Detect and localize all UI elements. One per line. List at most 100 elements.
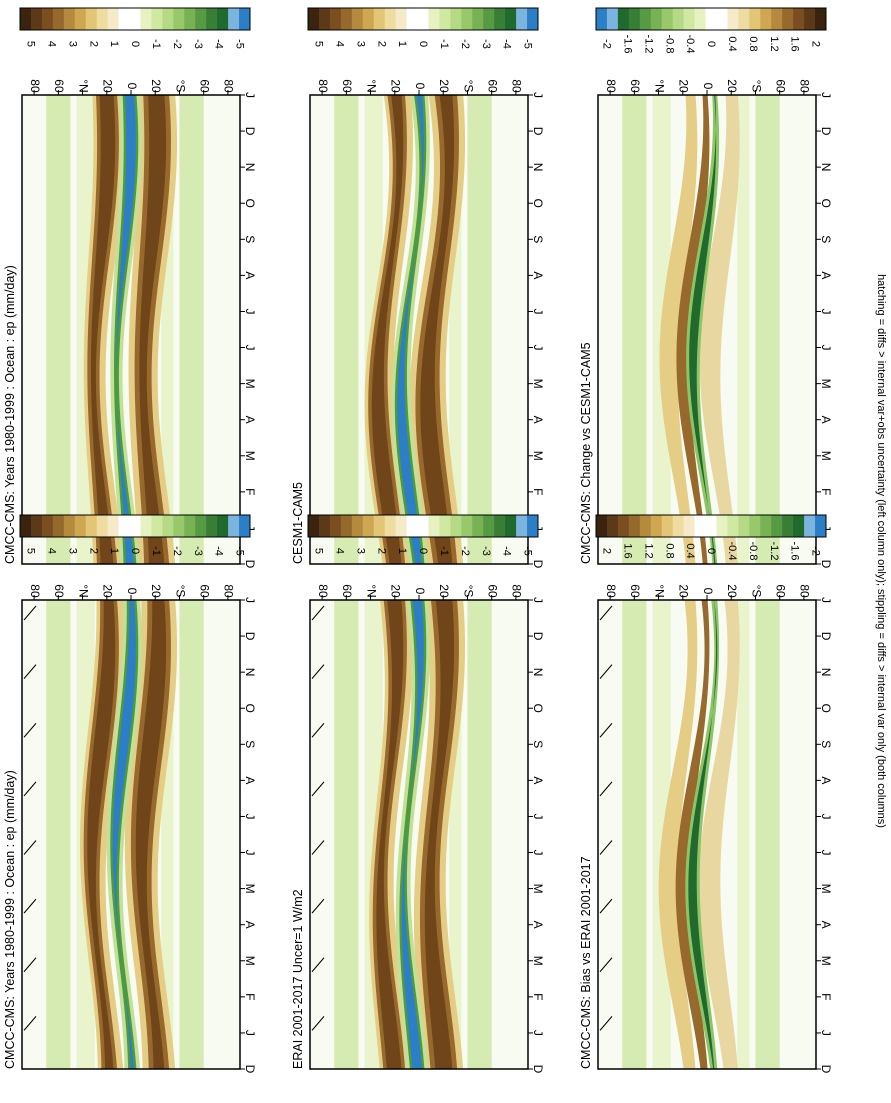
colorbar-swatch <box>41 515 54 537</box>
colorbar: -2 -1.6 -1.2 -0.8 -0.4 0 0.4 0.8 1.2 1.6 2 <box>595 7 827 54</box>
colorbar-swatch <box>505 8 517 30</box>
x-tick-label: F <box>819 488 833 495</box>
colorbar-swatch <box>228 8 240 30</box>
colorbar-label: 0.4 <box>684 543 696 558</box>
x-tick-label: J <box>531 813 545 819</box>
x-tick-label: A <box>531 271 545 279</box>
colorbar-label: 1 <box>108 41 120 47</box>
colorbar-swatch <box>41 8 54 30</box>
panel-title: CMCC-CMS: Years 1980-1999 : Ocean : ep (… <box>3 770 17 1069</box>
x-tick-label: J <box>531 1030 545 1036</box>
y-tick-label: °S <box>461 80 475 93</box>
colorbar-swatch <box>195 515 207 537</box>
x-tick-label: D <box>531 560 545 569</box>
x-tick-label: D <box>243 632 257 641</box>
y-tick-label: 60 <box>773 79 787 93</box>
x-tick-label: J <box>243 308 257 314</box>
x-tick-label: M <box>531 884 545 894</box>
colorbar-label: -0.8 <box>663 35 675 54</box>
colorbar-swatch <box>527 515 539 537</box>
colorbar-swatch <box>650 8 663 30</box>
colorbar-swatch <box>351 8 364 30</box>
colorbar-swatch <box>527 8 539 30</box>
background-band <box>737 600 750 1069</box>
colorbar-swatch <box>173 8 185 30</box>
x-tick-label: A <box>531 921 545 929</box>
colorbar-swatch <box>494 8 506 30</box>
colorbar-label: -2 <box>171 39 183 49</box>
colorbar-swatch <box>340 515 353 537</box>
x-tick-label: M <box>243 884 257 894</box>
colorbar-swatch <box>63 8 76 30</box>
y-tick-label: °N <box>652 79 666 92</box>
y-tick-label: 0 <box>701 588 715 595</box>
dry-band-south <box>135 600 167 1069</box>
colorbar-label: -1 <box>150 39 162 49</box>
colorbar-swatch <box>85 8 98 30</box>
x-tick-label: A <box>243 271 257 279</box>
colorbar-label: -5 <box>522 39 534 49</box>
colorbar-swatch <box>52 515 65 537</box>
y-tick-label: 20 <box>437 584 451 598</box>
colorbar-swatch <box>596 8 608 30</box>
y-tick-label: °N <box>76 79 90 92</box>
colorbar-swatch <box>705 8 717 30</box>
x-tick-label: F <box>819 993 833 1000</box>
x-tick-label: S <box>243 235 257 243</box>
colorbar-swatch <box>20 8 32 30</box>
colorbar-label: 4 <box>45 41 57 47</box>
colorbar-swatch <box>815 515 827 537</box>
colorbar-label: -1.6 <box>789 542 801 561</box>
colorbar-swatch <box>129 515 141 537</box>
colorbar-frame <box>19 514 251 538</box>
x-tick-label: J <box>243 1030 257 1036</box>
colorbar-label: 2 <box>87 548 99 554</box>
x-tick-label: J <box>531 92 545 98</box>
x-tick-label: M <box>819 884 833 894</box>
x-tick-label: S <box>531 235 545 243</box>
colorbar-swatch <box>639 515 652 537</box>
y-tick-label: 20 <box>389 584 403 598</box>
x-tick-label: N <box>531 163 545 172</box>
dry-band-north <box>90 95 116 564</box>
colorbar-label: -4 <box>213 39 225 49</box>
colorbar-swatch <box>140 8 152 30</box>
colorbar-swatch <box>617 8 630 30</box>
colorbar-swatch <box>30 515 43 537</box>
hatch-mark <box>311 722 325 738</box>
hatch-mark <box>311 1016 325 1031</box>
background-band <box>179 95 204 564</box>
y-tick-label: 80 <box>798 79 812 93</box>
x-tick-label: S <box>819 235 833 243</box>
chart-panel: D J F M A M J J A S O N D J 80 60 °N 20 0 20 °S 60 80 CMCC-CMS:… <box>3 584 257 1073</box>
colorbar-label: 1 <box>396 548 408 554</box>
colorbar-swatch <box>184 515 196 537</box>
panel-title: CMCC-CMS: Years 1980-1999 : Ocean : ep (… <box>3 265 17 564</box>
y-tick-label: 20 <box>677 79 691 93</box>
colorbar-swatch <box>340 8 353 30</box>
colorbar-label: -5 <box>234 39 246 49</box>
colorbar-swatch <box>228 515 240 537</box>
hatch-mark <box>599 664 613 679</box>
colorbar-swatch <box>793 515 805 537</box>
colorbar-swatch <box>782 8 794 30</box>
colorbar-swatch <box>617 515 630 537</box>
y-tick-label: 20 <box>101 584 115 598</box>
colorbar-swatch <box>727 8 739 30</box>
colorbar-swatch <box>472 515 484 537</box>
colorbar-label: -0.8 <box>747 542 759 561</box>
y-tick-label: 20 <box>725 79 739 93</box>
x-tick-label: J <box>819 850 833 856</box>
background-band <box>755 600 780 1069</box>
y-tick-label: °N <box>364 584 378 597</box>
colorbar-swatch <box>74 8 87 30</box>
hatch-mark <box>599 1016 613 1031</box>
colorbar-label: 5 <box>25 548 37 554</box>
colorbar-swatch <box>206 515 218 537</box>
x-tick-label: F <box>243 488 257 495</box>
panel-title: CMCC-CMS: Bias vs ERAI 2001-2017 <box>579 856 593 1069</box>
panel-title: CESM1-CAM5 <box>291 482 305 564</box>
colorbar-swatch <box>96 8 109 30</box>
x-tick-label: M <box>819 451 833 461</box>
dry-band-north <box>371 95 404 564</box>
